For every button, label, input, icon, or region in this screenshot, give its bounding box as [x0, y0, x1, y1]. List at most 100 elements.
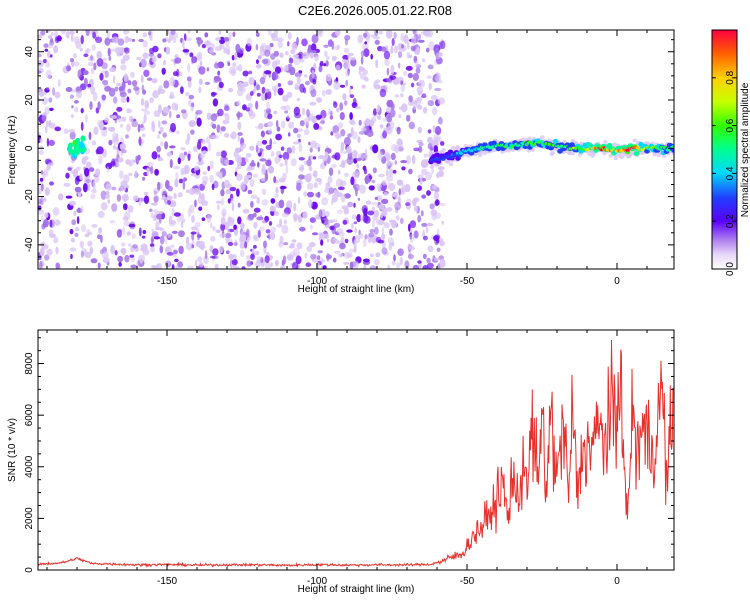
noise-speck — [401, 103, 408, 113]
noise-speck — [388, 242, 393, 251]
noise-speck — [339, 102, 344, 111]
noise-speck — [131, 120, 139, 128]
noise-speck — [370, 53, 374, 60]
noise-speck — [400, 80, 404, 85]
noise-speck — [316, 97, 323, 103]
noise-speck — [276, 119, 279, 128]
noise-speck — [39, 177, 44, 182]
noise-speck — [83, 77, 88, 87]
noise-speck — [323, 44, 329, 48]
noise-speck — [161, 120, 168, 125]
noise-speck — [190, 231, 197, 235]
noise-speck — [115, 161, 120, 167]
noise-speck — [193, 188, 201, 195]
noise-speck — [246, 153, 252, 158]
noise-speck — [394, 45, 398, 54]
noise-speck — [364, 77, 369, 82]
noise-speck — [249, 162, 256, 167]
spectrogram-panel: -150 -100 -50 0 -40 -20 0 20 40 Height of straig… — [7, 29, 675, 295]
noise-speck — [301, 107, 306, 116]
noise-speck — [143, 114, 147, 123]
noise-speck — [166, 151, 172, 157]
noise-speck — [285, 165, 289, 174]
noise-speck — [274, 193, 279, 198]
noise-speck — [227, 198, 231, 204]
noise-speck — [299, 120, 305, 127]
noise-speck — [374, 39, 380, 45]
noise-speck — [55, 262, 60, 269]
x-tick-label: -150 — [157, 276, 177, 287]
noise-speck — [138, 38, 144, 43]
noise-speck — [151, 55, 157, 63]
noise-speck — [170, 244, 175, 248]
noise-speck — [198, 183, 205, 191]
noise-speck — [264, 255, 270, 264]
noise-speck — [336, 107, 340, 113]
signal-halo — [619, 155, 625, 160]
noise-speck — [157, 181, 161, 191]
noise-speck — [292, 141, 300, 145]
noise-speck — [212, 226, 216, 232]
snr-ylabel: SNR (10 * v/v) — [7, 418, 18, 482]
noise-speck — [427, 64, 434, 70]
noise-speck — [206, 214, 212, 224]
noise-speck — [244, 241, 248, 249]
noise-speck — [277, 87, 284, 96]
noise-speck — [386, 67, 390, 76]
noise-speck — [325, 254, 332, 260]
noise-speck — [349, 112, 353, 120]
noise-speck — [274, 156, 281, 164]
noise-speck — [45, 125, 48, 134]
noise-speck — [195, 109, 203, 115]
noise-speck — [282, 255, 287, 265]
noise-speck — [227, 87, 234, 93]
noise-speck — [375, 252, 381, 258]
noise-speck — [89, 246, 94, 255]
noise-speck — [359, 72, 366, 80]
noise-speck — [71, 105, 74, 109]
noise-speck — [139, 247, 145, 252]
noise-speck — [198, 206, 203, 211]
noise-speck — [45, 69, 52, 79]
noise-speck — [381, 247, 388, 255]
noise-speck — [279, 185, 287, 190]
noise-speck — [436, 172, 440, 179]
noise-speck — [270, 151, 275, 157]
noise-speck — [344, 159, 348, 164]
noise-speck — [123, 174, 130, 184]
noise-speck — [390, 103, 395, 110]
noise-speck — [374, 196, 379, 200]
noise-speck — [250, 200, 254, 208]
noise-speck — [224, 132, 230, 138]
noise-speck — [123, 220, 130, 227]
noise-speck — [437, 97, 445, 105]
noise-speck — [214, 77, 219, 83]
noise-speck — [240, 249, 245, 257]
noise-speck — [297, 196, 301, 204]
noise-speck — [275, 133, 282, 141]
noise-speck — [291, 145, 296, 154]
noise-speck — [253, 221, 258, 229]
noise-speck — [282, 94, 289, 102]
noise-speck — [185, 138, 190, 145]
noise-speck — [232, 31, 236, 38]
noise-speck — [197, 256, 203, 263]
noise-speck — [149, 35, 153, 41]
noise-speck — [111, 115, 117, 119]
noise-speck — [167, 233, 172, 238]
noise-speck — [440, 40, 446, 50]
noise-speck — [241, 230, 247, 237]
noise-speck — [270, 53, 276, 60]
noise-speck — [301, 38, 308, 47]
noise-speck — [416, 185, 422, 192]
noise-speck — [408, 223, 411, 232]
noise-speck — [339, 112, 345, 121]
noise-speck — [375, 236, 382, 243]
noise-speck — [197, 195, 205, 204]
noise-speck — [267, 113, 273, 120]
noise-speck — [339, 242, 346, 250]
noise-speck — [165, 46, 170, 55]
noise-speck — [334, 132, 338, 137]
noise-speck — [393, 31, 397, 39]
noise-speck — [325, 89, 332, 95]
